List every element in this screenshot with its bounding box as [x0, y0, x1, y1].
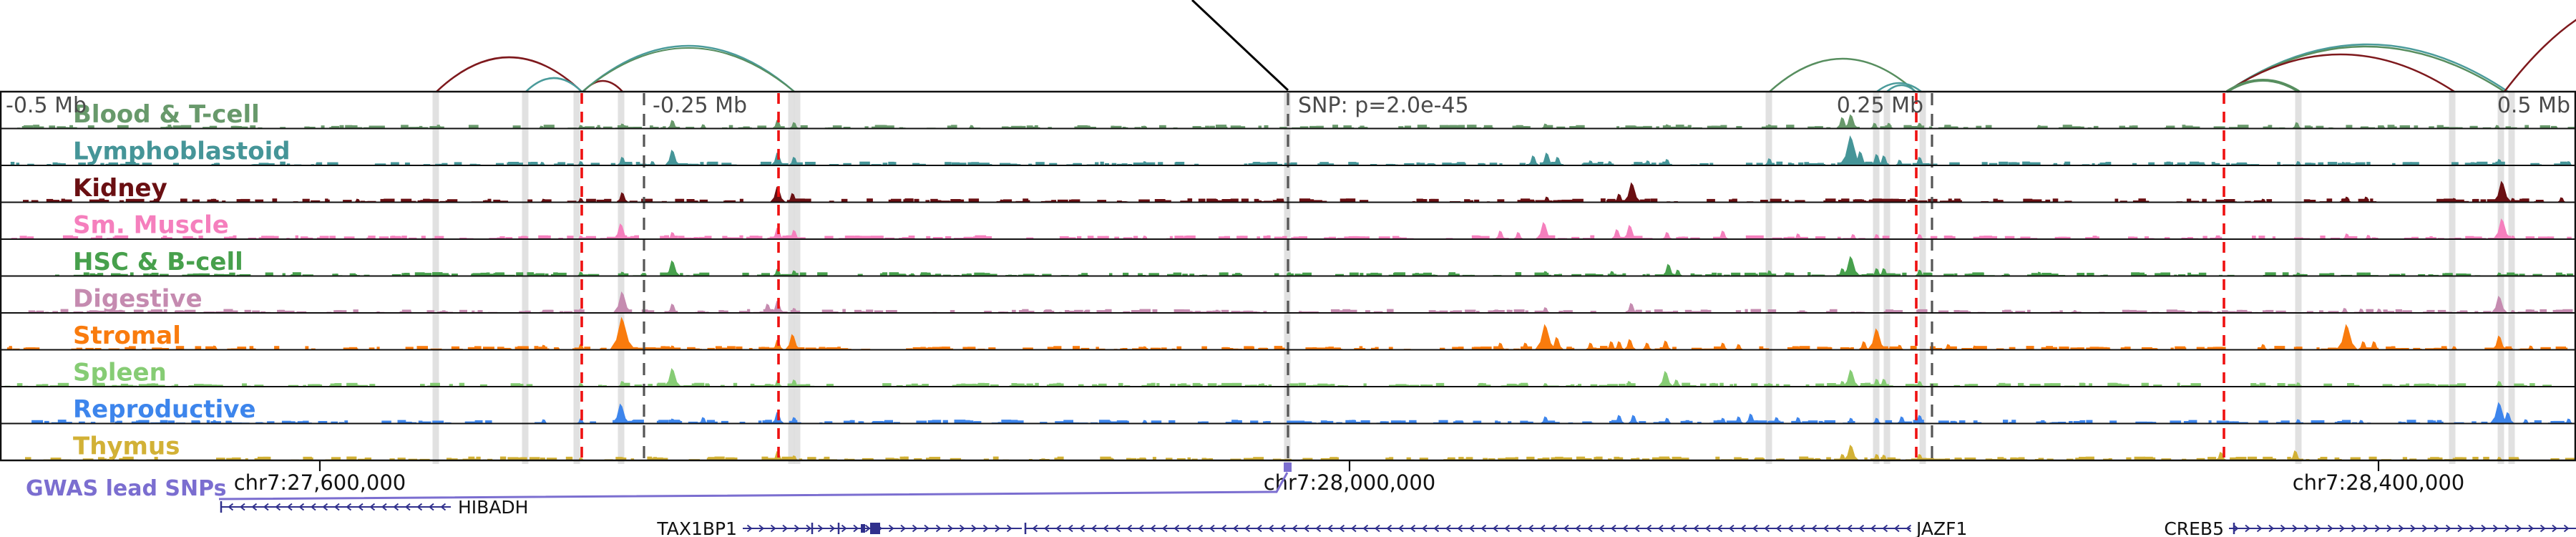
plot-frame — [0, 90, 2576, 462]
interaction-arc — [2226, 53, 2455, 93]
snp-pointer-line — [1191, 0, 1289, 92]
highlight-band — [1765, 92, 1772, 464]
track-label: Reproductive — [73, 395, 256, 424]
track-signal — [17, 114, 2576, 129]
axis-note: SNP: p=2.0e-45 — [1298, 93, 1469, 118]
track-signal — [10, 135, 2574, 165]
highlight-band — [2497, 92, 2504, 464]
gene-label: HIBADH — [458, 497, 528, 518]
highlight-band — [1919, 92, 1926, 464]
interaction-arc — [525, 77, 582, 92]
interaction-arc — [582, 44, 795, 92]
highlight-band — [1873, 92, 1880, 464]
gene-model: TAX1BP1 — [656, 518, 1022, 537]
interaction-arc — [2225, 79, 2301, 93]
highlight-band — [522, 92, 529, 464]
track-label: Digestive — [73, 285, 203, 314]
interaction-arc — [2504, 19, 2576, 92]
highlight-band — [573, 92, 580, 464]
highlight-band — [1284, 92, 1291, 464]
interaction-arc — [1769, 57, 1916, 92]
axis-note: 0.5 Mb — [2497, 93, 2570, 118]
gene-label: JAZF1 — [1915, 518, 1967, 537]
track-label: HSC & B-cell — [73, 248, 243, 276]
track-label: Lymphoblastoid — [73, 137, 291, 166]
gene-model: HIBADH — [220, 497, 528, 518]
gene-model: CREB5 — [2164, 518, 2576, 537]
gene-label: TAX1BP1 — [656, 518, 737, 537]
axis-note: 0.25 Mb — [1837, 93, 1923, 118]
highlight-band — [1883, 92, 1890, 464]
gwas-snp-marker — [1284, 463, 1292, 472]
gene-label: CREB5 — [2164, 518, 2224, 537]
track-label: Stromal — [73, 321, 181, 350]
highlight-band — [794, 92, 801, 464]
interaction-arc — [436, 56, 582, 92]
interaction-arc — [1876, 82, 1922, 92]
track-signal — [4, 368, 2552, 387]
track-label: Spleen — [73, 359, 167, 387]
axis-note: -0.25 Mb — [653, 93, 747, 118]
gwas-lead-snps-label: GWAS lead SNPs — [26, 476, 226, 501]
track-label: Thymus — [73, 432, 180, 461]
axis-note: -0.5 Mb — [6, 93, 87, 118]
track-signal — [25, 445, 2576, 460]
chr-label: chr7:28,000,000 — [1264, 470, 1436, 495]
chr-label: chr7:28,400,000 — [2293, 470, 2465, 495]
gwas-leader-line — [218, 472, 1289, 500]
highlight-band — [2449, 92, 2456, 464]
interaction-arc — [582, 47, 795, 92]
track-signal — [31, 402, 2574, 424]
interaction-arc — [1886, 84, 1916, 92]
track-label: Sm. Muscle — [73, 211, 229, 240]
highlight-band — [788, 92, 795, 464]
track-signal — [6, 316, 2568, 350]
chr-label: chr7:27,600,000 — [234, 470, 406, 495]
gene-model: JAZF1 — [1024, 518, 1967, 537]
highlight-band — [2508, 92, 2515, 464]
highlight-band — [618, 92, 625, 464]
track-signal — [11, 218, 2572, 239]
highlight-band — [2295, 92, 2302, 464]
track-label: Blood & T-cell — [73, 100, 260, 129]
track-signal — [23, 180, 2567, 203]
track-label: Kidney — [73, 174, 167, 203]
track-signal — [28, 291, 2573, 313]
highlight-band — [432, 92, 439, 464]
